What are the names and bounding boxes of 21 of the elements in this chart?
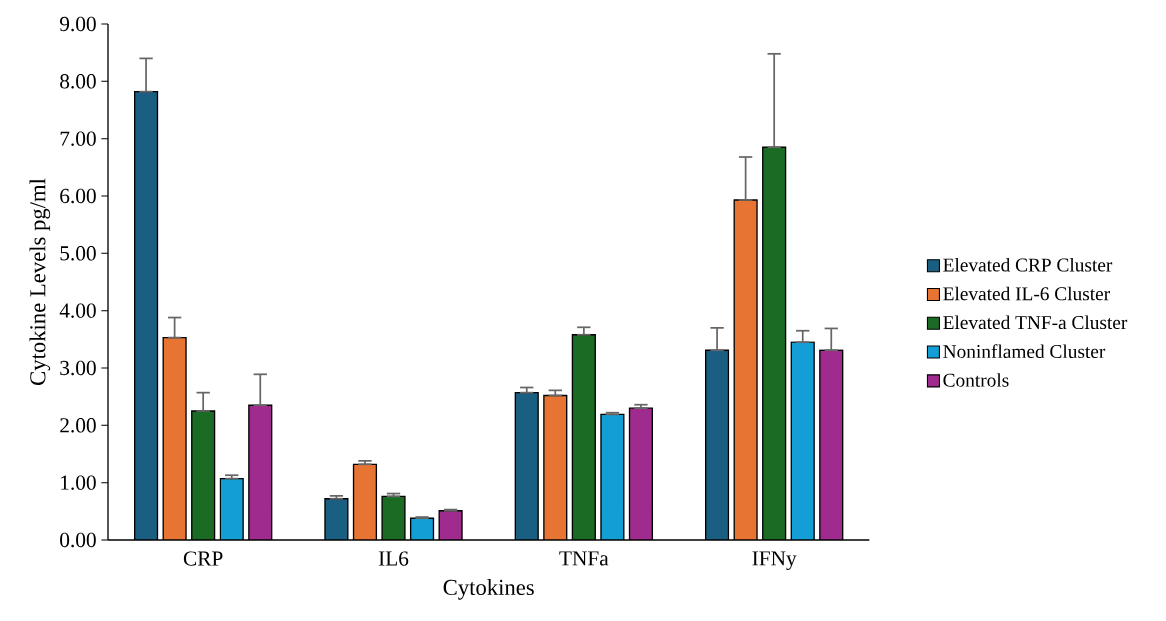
y-axis-title: Cytokine Levels pg/ml: [29, 178, 51, 385]
y-tick-label: 1.00: [61, 475, 96, 490]
x-tick-label: TNFa: [559, 551, 609, 566]
y-tick-label: 8.00: [60, 74, 96, 89]
x-tick-label: IL6: [378, 551, 409, 566]
y-tick-label: 2.00: [60, 418, 96, 433]
y-tick-label: 0.00: [60, 532, 96, 548]
y-tick-label: 9.00: [59, 16, 96, 32]
legend-label: Controls: [943, 373, 1009, 387]
y-tick-label: 4.00: [59, 303, 96, 318]
x-tick-label: CRP: [183, 551, 223, 566]
legend-label: Noninflamed Cluster: [943, 344, 1106, 359]
y-tick-label: 7.00: [60, 131, 96, 146]
legend-label: Elevated CRP Cluster: [943, 257, 1113, 272]
y-tick-label: 6.00: [60, 188, 96, 204]
legend-label: Elevated IL-6 Cluster: [943, 286, 1110, 301]
x-axis-title: Cytokines: [443, 579, 534, 600]
x-tick-label: IFNy: [752, 551, 797, 570]
y-tick-label: 5.00: [60, 246, 96, 261]
legend-label: Elevated TNF-a Cluster: [943, 315, 1128, 330]
y-tick-label: 3.00: [60, 360, 96, 376]
